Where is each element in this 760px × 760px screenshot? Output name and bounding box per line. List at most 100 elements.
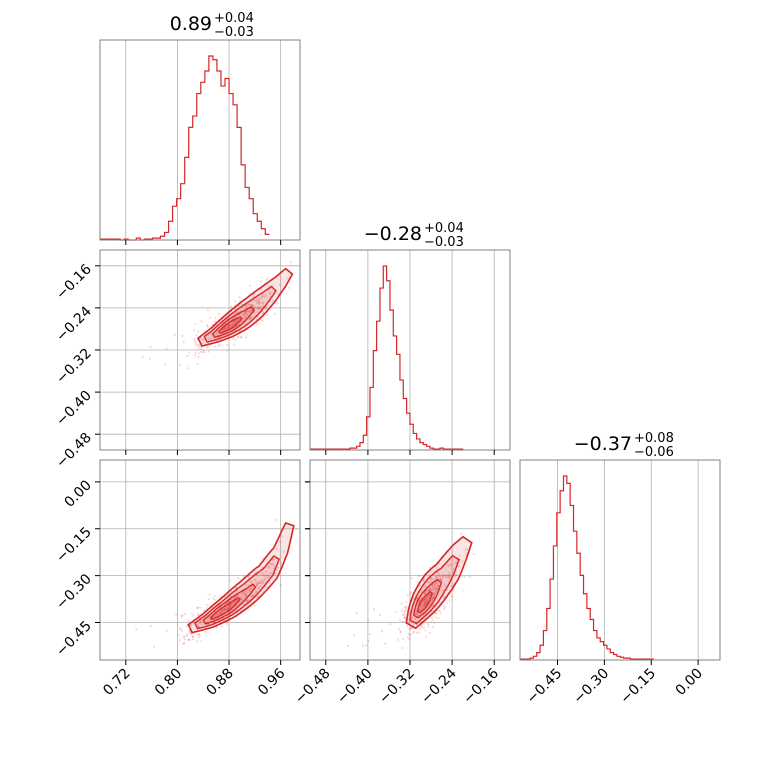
scatter-point	[229, 579, 232, 582]
scatter-outlier	[141, 355, 144, 359]
scatter-point	[196, 343, 199, 347]
scatter-point	[443, 607, 446, 611]
scatter-point	[444, 606, 447, 609]
scatter-point	[430, 616, 434, 619]
scatter-point	[439, 578, 442, 581]
scatter-point	[432, 570, 435, 573]
scatter-point	[252, 299, 255, 302]
panel-frame	[99, 459, 301, 661]
scatter-point	[414, 617, 417, 621]
scatter-point	[433, 594, 436, 598]
scatter-point	[204, 630, 207, 633]
scatter-point	[432, 583, 435, 586]
scatter-point	[188, 638, 191, 641]
scatter-point	[448, 575, 451, 578]
scatter-point	[418, 609, 421, 612]
scatter-point	[265, 307, 268, 310]
scatter-point	[248, 284, 251, 287]
scatter-point	[244, 312, 247, 315]
scatter-point	[431, 626, 434, 629]
scatter-point	[232, 337, 235, 340]
scatter-point	[423, 598, 427, 601]
scatter-point	[446, 574, 449, 577]
scatter-point	[247, 309, 250, 313]
scatter-point	[424, 604, 427, 607]
scatter-point	[439, 577, 442, 580]
scatter-outlier	[194, 341, 197, 344]
scatter-point	[221, 609, 224, 612]
scatter-point	[404, 609, 407, 612]
scatter-point	[197, 355, 200, 358]
scatter-point	[189, 624, 192, 627]
scatter-point	[426, 595, 429, 598]
scatter-point	[275, 568, 278, 572]
scatter-point	[415, 612, 418, 615]
scatter-point	[238, 296, 241, 299]
scatter-point	[425, 602, 428, 606]
scatter-point	[217, 313, 220, 316]
scatter-point	[426, 581, 429, 584]
scatter-point	[408, 633, 411, 636]
scatter-point	[213, 598, 216, 602]
scatter-outlier	[173, 333, 176, 337]
scatter-point	[256, 310, 259, 314]
scatter-outlier	[179, 363, 182, 366]
scatter-point	[437, 585, 440, 588]
scatter-point	[448, 599, 451, 602]
scatter-point	[431, 587, 434, 590]
scatter-point	[207, 337, 210, 340]
scatter-point	[447, 576, 450, 580]
scatter-point	[197, 632, 200, 635]
scatter-outlier	[353, 634, 356, 637]
scatter-point	[265, 313, 269, 316]
scatter-point	[179, 627, 182, 630]
scatter-point	[435, 589, 438, 592]
scatter-point	[237, 577, 240, 580]
scatter-point	[250, 308, 254, 311]
scatter-point	[243, 313, 246, 316]
scatter-point	[247, 303, 250, 306]
scatter-point	[187, 638, 190, 642]
param-title-plus: +0.04	[424, 221, 464, 236]
scatter-outlier	[365, 644, 368, 647]
scatter-point	[263, 578, 266, 582]
scatter-point	[450, 574, 453, 577]
scatter-point	[235, 319, 238, 322]
scatter-point	[215, 626, 218, 629]
scatter-point	[273, 565, 276, 568]
scatter-point	[430, 580, 433, 583]
scatter-point	[461, 560, 464, 563]
scatter-point	[452, 567, 455, 571]
scatter-point	[189, 633, 193, 636]
scatter-point	[183, 638, 186, 641]
scatter-point	[430, 598, 433, 601]
scatter-point	[259, 581, 262, 584]
scatter-point	[221, 608, 224, 612]
scatter-point	[431, 618, 435, 622]
scatter-point	[466, 548, 470, 551]
scatter-point	[424, 585, 427, 588]
scatter-point	[259, 288, 262, 291]
scatter-outlier	[175, 613, 178, 616]
scatter-point	[190, 624, 193, 627]
scatter-point	[249, 316, 253, 319]
scatter-point	[417, 614, 420, 617]
scatter-point	[257, 307, 260, 310]
scatter-outlier	[165, 629, 168, 632]
param-title-value: 0.89	[170, 13, 212, 35]
scatter-point	[256, 307, 259, 310]
scatter-point	[448, 572, 451, 575]
scatter-point	[261, 557, 264, 560]
scatter-point	[409, 592, 412, 595]
scatter-point	[272, 558, 275, 561]
scatter-point	[443, 583, 446, 586]
scatter-group	[346, 532, 475, 650]
scatter-point	[248, 304, 251, 307]
scatter-outlier	[186, 354, 189, 357]
scatter-point	[440, 579, 443, 582]
scatter-point	[222, 608, 226, 611]
scatter-outlier	[355, 612, 358, 615]
scatter-point	[408, 620, 411, 624]
scatter-point	[427, 625, 430, 628]
